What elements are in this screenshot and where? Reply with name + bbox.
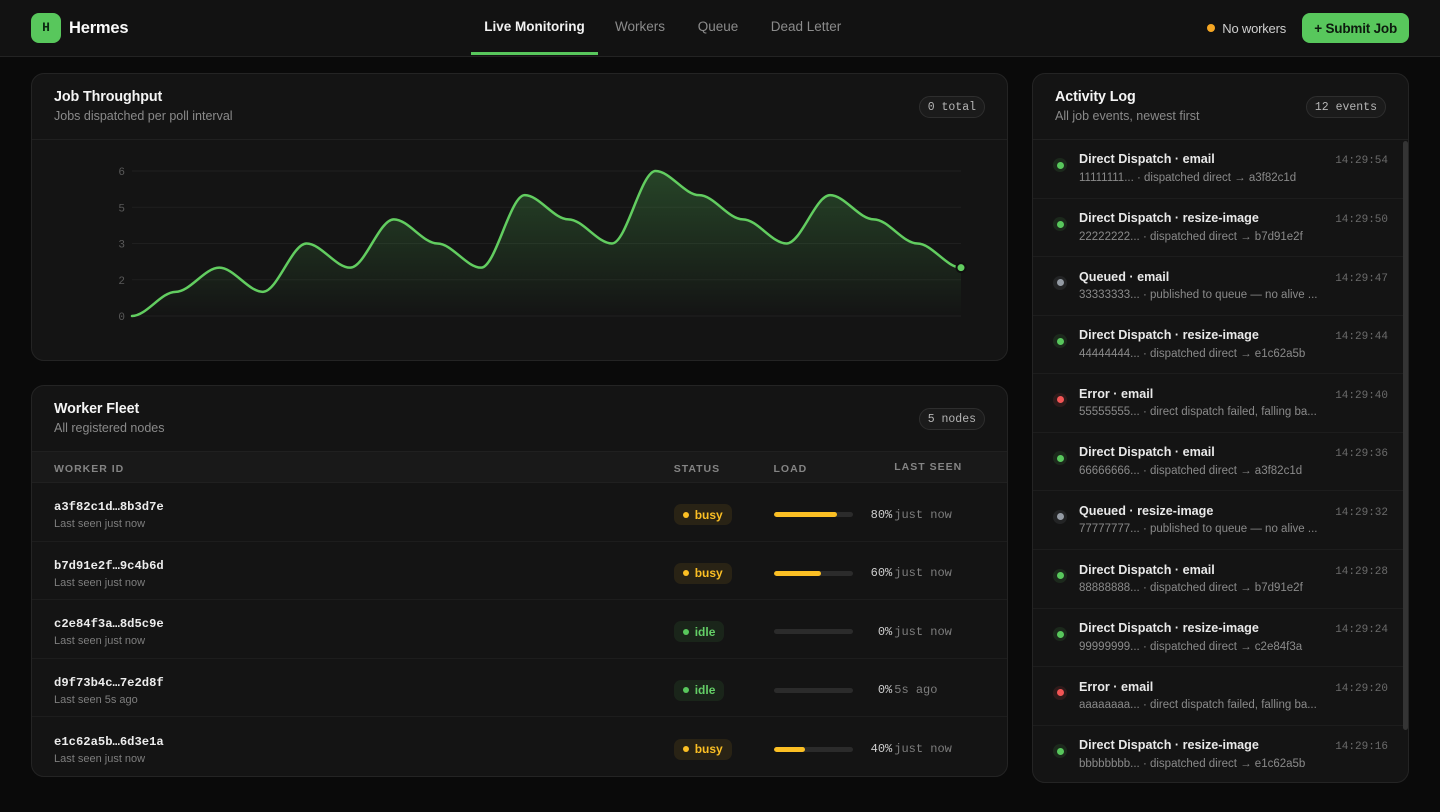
svg-text:5: 5 [118,203,125,215]
svg-text:0: 0 [118,312,125,324]
svg-text:3: 3 [118,240,125,252]
svg-text:6: 6 [118,167,125,179]
svg-text:2: 2 [118,276,125,288]
